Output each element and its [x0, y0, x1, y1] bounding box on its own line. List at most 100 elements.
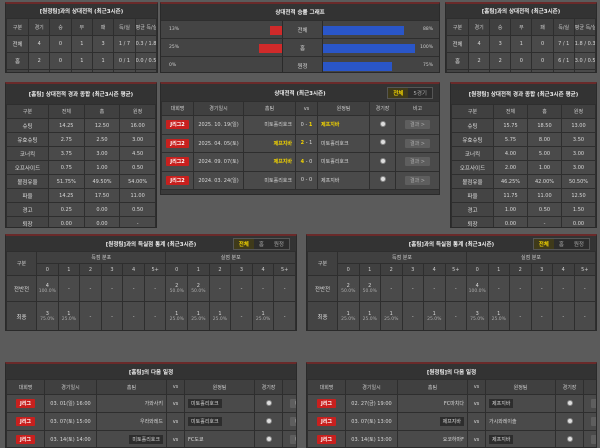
bucket-header: 0 [165, 263, 189, 276]
cell: 0.5 / 0.0 [573, 69, 596, 72]
bucket-header: 4 [251, 263, 275, 276]
cell: - [79, 275, 102, 302]
row-label: 전체 [446, 35, 469, 53]
cell: - [573, 275, 596, 302]
column-header: 경기장 [254, 379, 283, 395]
row-label: 홈 [446, 52, 469, 70]
table-row: 파울 11.75 11.00 12.50 [451, 188, 596, 203]
compare-button[interactable]: 비교 > [290, 417, 296, 426]
cell: 11.00 [119, 188, 156, 203]
column-header: 전체 [48, 104, 85, 119]
row-label: 원정 [6, 69, 29, 72]
match-date: 02. 27(금) 19:00 [351, 401, 392, 407]
table-row: 오프사이드 2.00 1.00 3.00 [451, 160, 596, 175]
bucket-header: 0 [36, 263, 59, 276]
cell: 1 25.0% [208, 301, 232, 330]
match-row: J리그2 2024. 03. 24(일) 미토홀리호크 0 - 0 제프지바 결과 > [161, 170, 439, 190]
away-team: 미토홀리호크 [188, 399, 222, 408]
count: 1 [218, 311, 222, 317]
tab-1[interactable]: 홈 [258, 241, 264, 248]
match-date: 2024. 03. 24(일) [198, 177, 239, 184]
filter-tabs: 전체 홈 원정 [232, 237, 290, 250]
cell: 1 25.0% [380, 301, 403, 330]
cell: 1 25.0% [187, 301, 210, 330]
column-header: 구분 [451, 104, 494, 119]
cell: 3 75.0% [36, 301, 59, 330]
cell: 4.00 [493, 146, 528, 161]
tab-0[interactable]: 전체 [233, 238, 254, 249]
cell: 2 [467, 52, 491, 70]
result-button[interactable]: 결과 > [405, 157, 430, 167]
compare-button[interactable]: 비교 > [591, 417, 596, 426]
column-header: vs [467, 379, 486, 395]
table-row: 슈팅 14.25 12.50 16.00 [6, 118, 156, 133]
tab-2[interactable]: 원정 [573, 241, 584, 248]
count: 1 [497, 311, 501, 317]
away-team: 제프지바 [489, 399, 514, 408]
row-label: 퇴장 [451, 216, 494, 227]
compare-button[interactable]: 비교 > [591, 435, 596, 444]
column-header: 비고 [282, 379, 296, 395]
table-row: 오프사이드 0.75 1.00 0.50 [6, 160, 156, 175]
home-score: 4 [300, 158, 305, 165]
cell: 1 25.0% [57, 301, 81, 330]
bucket-header: 3 [530, 263, 553, 276]
count: 1 [67, 311, 71, 317]
column-header: 원정팀 [485, 379, 556, 395]
percent: 25.0% [384, 317, 399, 322]
result-button[interactable]: 결과 > [405, 175, 430, 185]
home-score: 2 [300, 140, 305, 147]
home-score: 0 [300, 121, 304, 128]
cell: - [530, 275, 553, 302]
match-row: J리그2 2025. 04. 05(토) 제프지바 2 - 1 미토홀리호크 결과 > [161, 133, 439, 153]
match-row: J리그2 2025. 10. 19(일) 미토홀리호크 0 - 1 제프지바 결과 > [161, 115, 439, 135]
column-header: 경기 [467, 18, 491, 36]
win-pct: 88% [422, 27, 433, 32]
cell: 12.50 [83, 118, 121, 133]
match-date: 2025. 10. 19(일) [198, 122, 239, 129]
cell: 0 [49, 69, 72, 72]
bucket-header: 1 [187, 263, 210, 276]
tab-0[interactable]: 전체 [388, 87, 409, 98]
row-label: 퇴장 [6, 216, 49, 227]
tab-1[interactable]: 5경기 [413, 90, 427, 97]
cell: 0 [70, 69, 93, 72]
tab-1[interactable]: 홈 [558, 241, 564, 248]
percent: 25.0% [61, 317, 77, 322]
tab-2[interactable]: 원정 [273, 241, 284, 248]
match-date: 2024. 09. 07(토) [198, 159, 239, 166]
result-button[interactable]: 결과 > [405, 138, 430, 148]
column-header: 경기일시 [44, 379, 97, 395]
match-date: 03. 07(토) 15:00 [50, 419, 91, 425]
count: 1 [432, 311, 436, 317]
compare-button[interactable]: 비교 > [290, 435, 296, 444]
goals-home-panel: [홈팀]과의 득실점 통계 (최근3시즌) 전체 홈 원정 구분 득점 분포 실점 분포 0 1… [306, 234, 597, 331]
cell: 3 75.0% [466, 301, 489, 330]
away-score: 0 [309, 158, 313, 165]
bucket-header: 2 [208, 263, 232, 276]
league-badge: J리그 [316, 399, 337, 408]
vs-label: vs [166, 430, 185, 447]
result-button[interactable]: 결과 > [405, 120, 430, 130]
percent: 75.0% [40, 317, 55, 322]
cell: 1.00 [493, 202, 528, 217]
cell: 0.00 [83, 202, 121, 217]
cell: 3.50 [561, 132, 596, 147]
cell: 3.0 / 0.5 [573, 52, 596, 70]
cell: 1.8 / 0.3 [573, 35, 596, 53]
bucket-header: 0 [466, 263, 489, 276]
panel-title: 상대전적 승률 그래프 [275, 10, 325, 16]
cell: 4.50 [119, 146, 156, 161]
panel-title: [원정팀] 상대전적 경과 종합 (최근3시즌 평균) [468, 92, 579, 98]
compare-button[interactable]: 비교 > [290, 399, 296, 408]
count: 4 [45, 283, 49, 289]
cell: 51.75% [48, 174, 85, 189]
cell: - [552, 301, 575, 330]
count: 4 [475, 283, 479, 289]
lose-pct: 0% [169, 63, 177, 68]
compare-button[interactable]: 비교 > [591, 399, 596, 408]
match-row: J리그2 2024. 09. 07(토) 제프지바 4 - 0 미토홀리호크 결과 > [161, 152, 439, 172]
bucket-header: 5+ [273, 263, 296, 276]
tab-0[interactable]: 전체 [533, 238, 554, 249]
